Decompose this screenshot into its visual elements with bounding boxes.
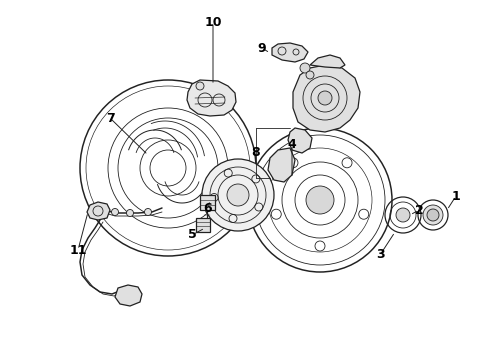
Text: 11: 11 — [69, 243, 87, 256]
Polygon shape — [310, 55, 345, 68]
Polygon shape — [268, 148, 295, 182]
Text: 4: 4 — [288, 139, 296, 152]
Text: 7: 7 — [106, 112, 114, 125]
Circle shape — [227, 184, 249, 206]
Polygon shape — [288, 128, 312, 153]
Circle shape — [196, 82, 204, 90]
Circle shape — [202, 159, 274, 231]
Circle shape — [145, 208, 151, 216]
Circle shape — [300, 63, 310, 73]
Circle shape — [423, 205, 443, 225]
Text: 6: 6 — [204, 202, 212, 215]
Text: 5: 5 — [188, 229, 196, 242]
Circle shape — [112, 208, 119, 216]
Polygon shape — [293, 65, 360, 132]
Circle shape — [306, 186, 334, 214]
Polygon shape — [200, 195, 215, 210]
Text: 1: 1 — [452, 189, 461, 202]
Text: 10: 10 — [204, 15, 222, 28]
Text: 8: 8 — [252, 147, 260, 159]
Circle shape — [427, 209, 439, 221]
Polygon shape — [87, 202, 110, 220]
Text: 9: 9 — [258, 41, 266, 54]
Text: 3: 3 — [376, 248, 384, 261]
Polygon shape — [196, 218, 210, 232]
Circle shape — [126, 210, 133, 216]
Polygon shape — [272, 43, 308, 62]
Circle shape — [396, 208, 410, 222]
Polygon shape — [187, 80, 236, 116]
Polygon shape — [115, 285, 142, 306]
Text: 2: 2 — [415, 203, 423, 216]
Circle shape — [318, 91, 332, 105]
Circle shape — [306, 71, 314, 79]
